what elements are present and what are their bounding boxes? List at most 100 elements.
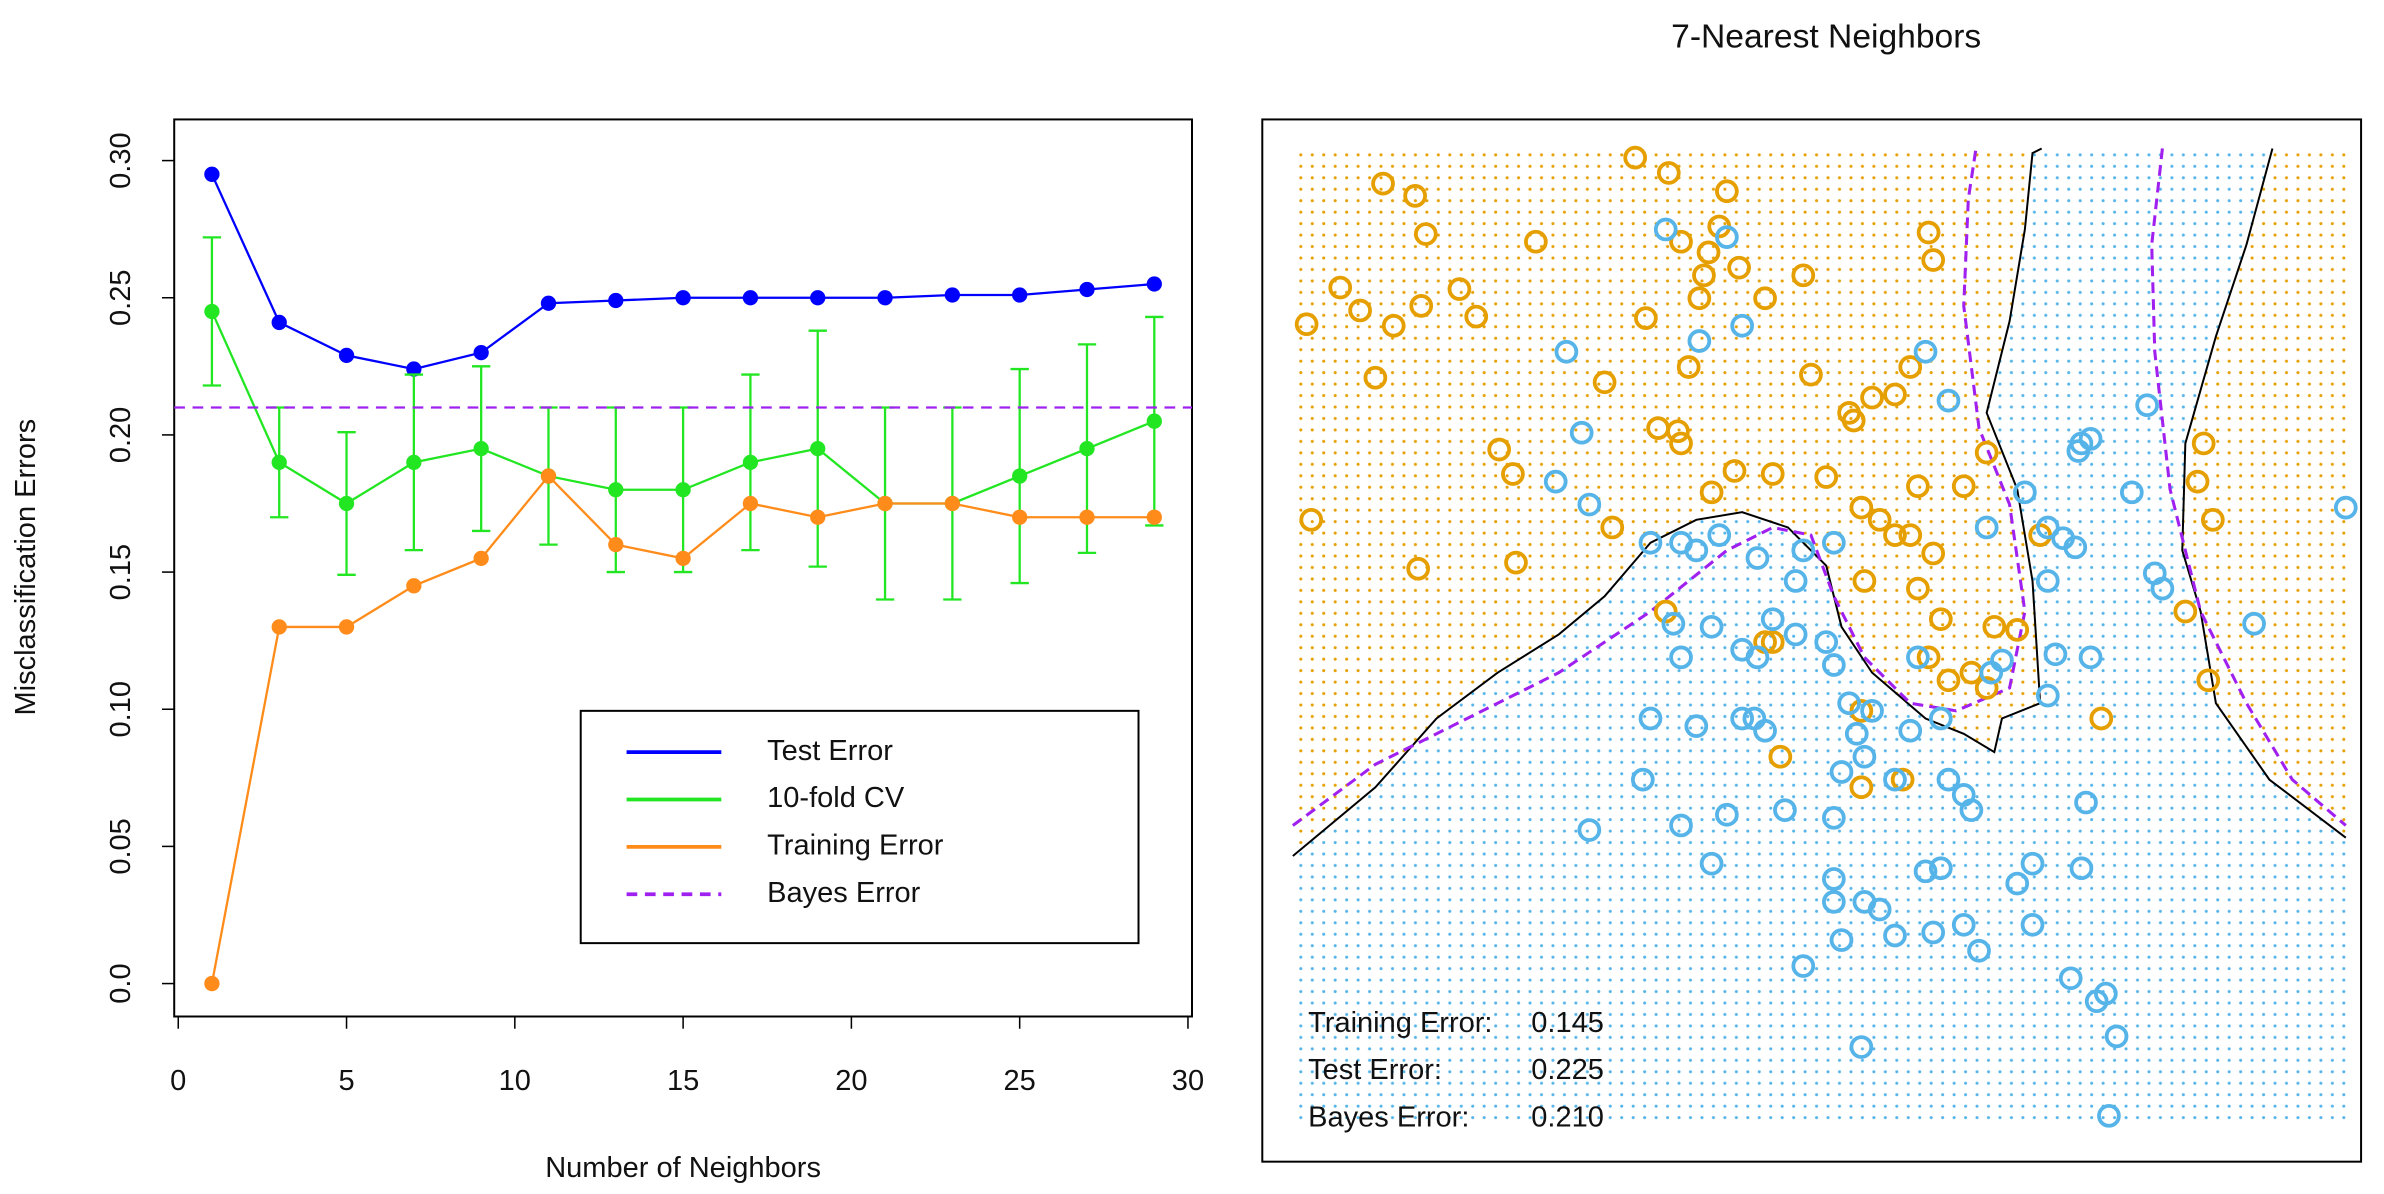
point bbox=[1860, 699, 1884, 723]
stat-value: 0.225 bbox=[1531, 1054, 1604, 1086]
point bbox=[406, 454, 422, 470]
point bbox=[1669, 645, 1693, 670]
point bbox=[204, 303, 220, 320]
point bbox=[2035, 683, 2060, 708]
point bbox=[473, 344, 489, 361]
point bbox=[540, 295, 557, 311]
point bbox=[1600, 515, 1625, 540]
point bbox=[1684, 538, 1709, 563]
point bbox=[1974, 515, 1999, 540]
point bbox=[810, 440, 826, 457]
x-axis-label: Number of Neighbors bbox=[545, 1152, 821, 1184]
point bbox=[338, 495, 355, 512]
point bbox=[1406, 556, 1431, 581]
y-tick-label: 0.25 bbox=[105, 270, 137, 326]
point bbox=[1146, 276, 1162, 292]
point bbox=[1487, 437, 1512, 462]
stat-value: 0.210 bbox=[1531, 1102, 1604, 1134]
point bbox=[1666, 419, 1690, 444]
point bbox=[1730, 313, 1754, 338]
point bbox=[1707, 523, 1732, 547]
point bbox=[1371, 171, 1395, 196]
stat-label: Test Error: bbox=[1308, 1054, 1442, 1086]
point bbox=[1753, 286, 1777, 311]
point bbox=[1299, 507, 1324, 532]
point bbox=[338, 347, 355, 364]
point bbox=[742, 495, 759, 512]
point bbox=[1982, 614, 2007, 639]
point bbox=[1829, 760, 1854, 784]
point bbox=[1841, 408, 1866, 433]
point bbox=[1906, 645, 1930, 670]
point bbox=[406, 361, 422, 377]
point bbox=[1791, 263, 1816, 288]
point bbox=[1967, 938, 1991, 963]
y-tick-label: 0.15 bbox=[105, 544, 137, 600]
point bbox=[1829, 928, 1854, 952]
point bbox=[1867, 507, 1892, 532]
point bbox=[473, 440, 489, 457]
point bbox=[1849, 699, 1874, 723]
point bbox=[1783, 569, 1808, 593]
point bbox=[1852, 744, 1877, 769]
point bbox=[2242, 611, 2266, 636]
point bbox=[1363, 365, 1388, 390]
point bbox=[2185, 469, 2210, 494]
point bbox=[1791, 954, 1816, 978]
point bbox=[1464, 304, 1489, 329]
point bbox=[675, 482, 691, 498]
point bbox=[742, 454, 759, 470]
point bbox=[2020, 851, 2045, 876]
y-tick-label: 0.30 bbox=[105, 132, 137, 188]
y-tick-label: 0.10 bbox=[105, 681, 137, 737]
x-tick-label: 15 bbox=[667, 1065, 699, 1097]
point bbox=[1079, 440, 1095, 457]
point bbox=[2063, 535, 2088, 560]
point bbox=[1524, 229, 1548, 254]
point bbox=[1837, 691, 1861, 716]
point bbox=[1753, 718, 1777, 743]
decision-boundary bbox=[1292, 147, 2043, 857]
point bbox=[2200, 507, 2225, 532]
point bbox=[2333, 495, 2358, 520]
point bbox=[204, 975, 220, 992]
point bbox=[1936, 668, 1961, 693]
point bbox=[1727, 255, 1751, 280]
point bbox=[406, 578, 422, 594]
point bbox=[1849, 775, 1874, 800]
point bbox=[1760, 462, 1785, 486]
point bbox=[1592, 370, 1617, 395]
point bbox=[338, 619, 355, 635]
point bbox=[1898, 355, 1923, 379]
point bbox=[1623, 145, 1648, 170]
point bbox=[1883, 923, 1907, 948]
y-axis-label: Misclassification Errors bbox=[10, 419, 42, 716]
legend-label: Bayes Error bbox=[767, 877, 921, 909]
point bbox=[1928, 706, 1953, 731]
point bbox=[944, 495, 961, 512]
point bbox=[1653, 217, 1678, 242]
point bbox=[1409, 294, 1434, 318]
point bbox=[1760, 630, 1785, 654]
stat-value: 0.145 bbox=[1531, 1007, 1604, 1039]
y-tick-label: 0.05 bbox=[105, 818, 137, 874]
point bbox=[1921, 541, 1946, 566]
point bbox=[1328, 275, 1353, 300]
point bbox=[608, 482, 624, 498]
x-tick-label: 30 bbox=[1172, 1065, 1204, 1097]
point bbox=[1146, 509, 1162, 525]
point bbox=[271, 619, 287, 635]
point bbox=[2120, 480, 2144, 505]
point bbox=[810, 509, 826, 525]
decision-boundary bbox=[1291, 148, 2027, 827]
point bbox=[1656, 161, 1681, 185]
point bbox=[1898, 718, 1923, 743]
point bbox=[877, 495, 893, 512]
point bbox=[2135, 393, 2159, 418]
point bbox=[1294, 312, 1319, 337]
point bbox=[1913, 339, 1938, 364]
point bbox=[742, 290, 759, 306]
point bbox=[1791, 538, 1816, 563]
point bbox=[2150, 576, 2175, 601]
